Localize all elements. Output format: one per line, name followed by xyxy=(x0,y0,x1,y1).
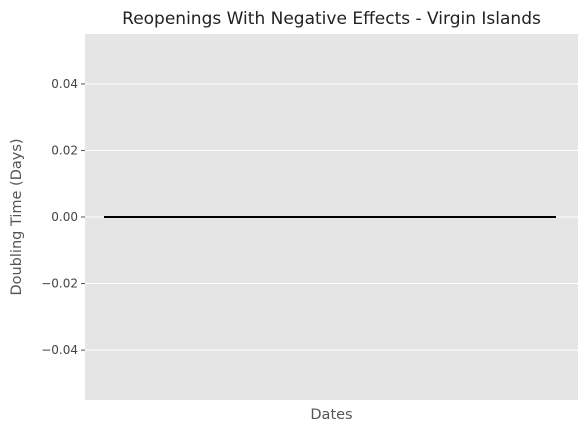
y-axis-label: Doubling Time (Days) xyxy=(9,138,25,295)
y-axis-ticks: 0.04 0.02 0.00 −0.02 −0.04 xyxy=(41,77,85,357)
x-axis-label: Dates xyxy=(310,407,352,423)
y-tick-label: −0.04 xyxy=(41,343,78,357)
y-tick-label: −0.02 xyxy=(41,277,78,291)
y-tick-label: 0.00 xyxy=(51,210,78,224)
y-tick-label: 0.04 xyxy=(51,77,78,91)
y-tick-label: 0.02 xyxy=(51,143,78,157)
chart-title: Reopenings With Negative Effects - Virgi… xyxy=(122,9,541,29)
